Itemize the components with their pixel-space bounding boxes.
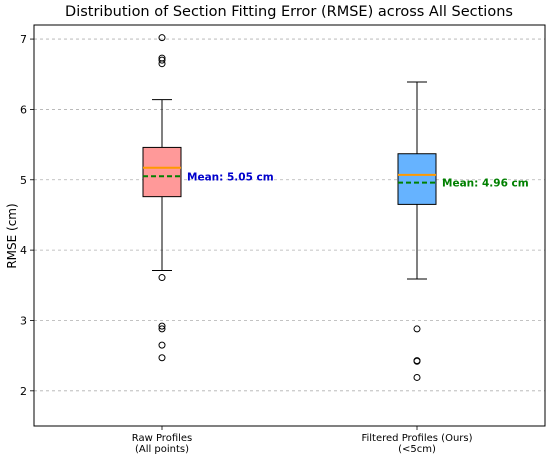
- x-category-label: Raw Profiles: [132, 433, 193, 444]
- box-group-2: Mean: 4.96 cm: [397, 81, 529, 381]
- y-tick-label: 5: [20, 174, 27, 187]
- iqr-box: [397, 153, 437, 205]
- outlier-point: [158, 274, 166, 282]
- box-group-1: Mean: 5.05 cm: [142, 34, 274, 362]
- y-tick-label: 3: [20, 314, 27, 327]
- boxes: Mean: 5.05 cm Mean: 4.96 cm: [142, 34, 529, 381]
- y-tick-label: 4: [20, 244, 27, 257]
- gridlines: [34, 38, 545, 392]
- outlier-point: [158, 54, 166, 62]
- outlier-point: [158, 341, 166, 349]
- chart-title: Distribution of Section Fitting Error (R…: [65, 4, 513, 20]
- x-category-label: (All points): [135, 444, 189, 455]
- y-tick-label: 7: [20, 33, 27, 46]
- y-tick-label: 2: [20, 385, 27, 398]
- y-tick-label: 6: [20, 103, 27, 116]
- outlier-point: [158, 322, 166, 330]
- mean-label: Mean: 5.05 cm: [187, 171, 274, 183]
- mean-label: Mean: 4.96 cm: [442, 178, 529, 190]
- outlier-point: [158, 325, 166, 333]
- outlier-point: [158, 34, 166, 42]
- outlier-point: [413, 357, 421, 365]
- outlier-point: [413, 325, 421, 333]
- plot-frame: [33, 24, 546, 427]
- outlier-point: [413, 373, 421, 381]
- x-category-label: Filtered Profiles (Ours): [361, 433, 472, 444]
- outlier-point: [158, 354, 166, 362]
- x-category-label: (<5cm): [398, 444, 436, 455]
- outlier-point: [158, 56, 166, 64]
- axes: 2 3 4 5 6 7 Raw Profiles(All points) Filtered P…: [20, 24, 546, 455]
- y-axis-label: RMSE (cm): [5, 203, 19, 268]
- iqr-box: [142, 146, 182, 198]
